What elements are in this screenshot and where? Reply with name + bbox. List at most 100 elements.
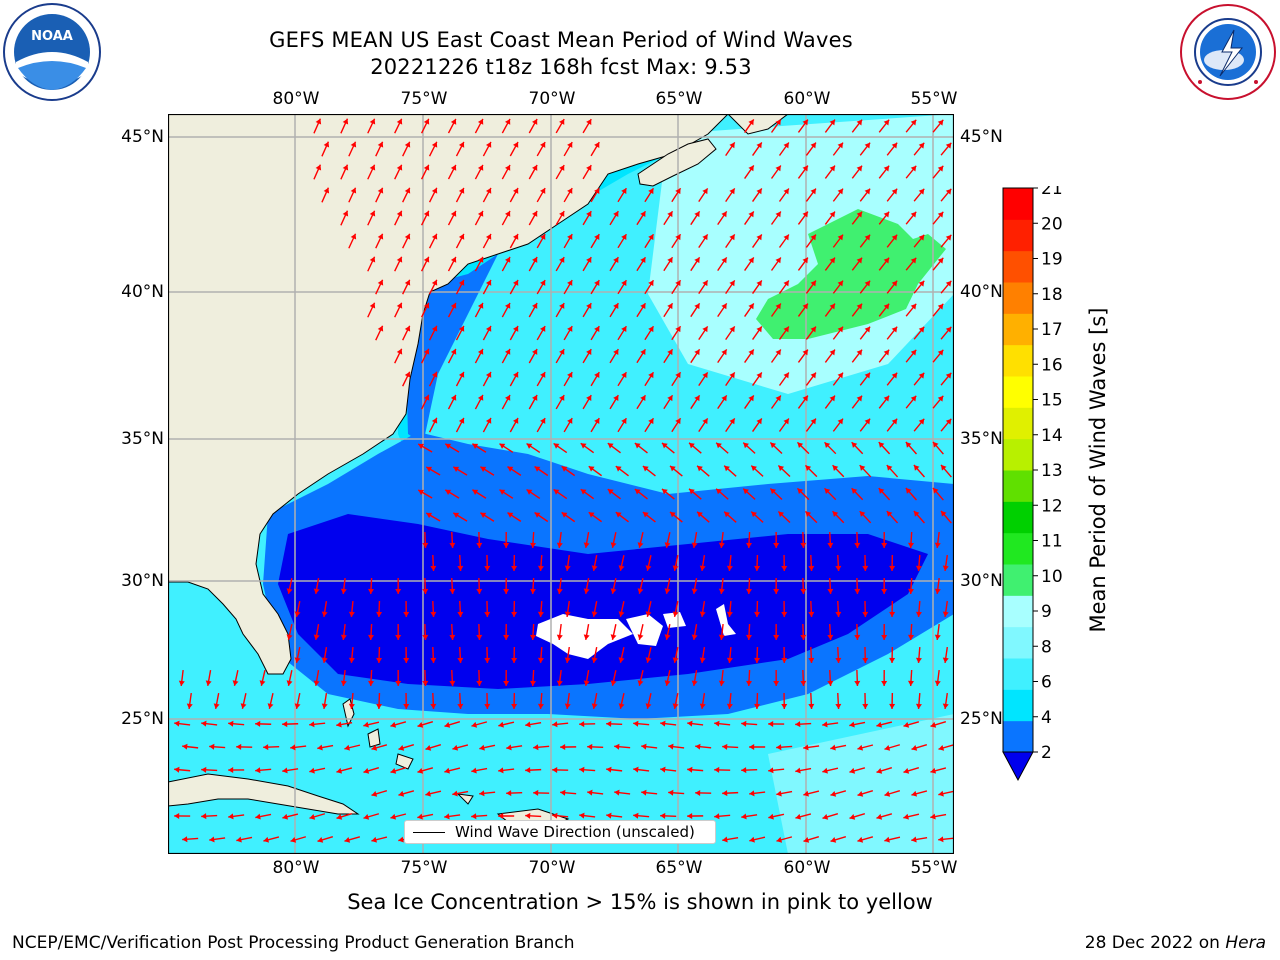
- wave-direction-arrowhead: [837, 326, 843, 333]
- wave-direction-arrowhead: [236, 743, 242, 750]
- wave-direction-arrowhead: [450, 348, 457, 355]
- noaa-logo-text: NOAA: [31, 29, 73, 44]
- wave-direction-arrowhead: [805, 511, 812, 518]
- wave-direction-arrowhead: [532, 165, 538, 171]
- wave-direction-arrowhead: [775, 303, 781, 310]
- wave-direction-arrowhead: [881, 634, 888, 640]
- wave-direction-arrowhead: [911, 745, 918, 751]
- wave-direction-arrowhead: [618, 565, 625, 571]
- colorbar-tick-label: 21: [1041, 186, 1063, 199]
- wave-direction-arrowhead: [498, 767, 504, 774]
- wave-direction-arrowhead: [395, 680, 402, 686]
- wave-direction-arrowhead: [910, 257, 917, 264]
- wave-direction-arrowhead: [423, 256, 430, 263]
- wave-direction-arrowhead: [613, 303, 619, 309]
- wave-direction-arrowhead: [694, 257, 700, 264]
- wave-direction-arrowhead: [525, 721, 531, 728]
- colorbar-tick-label: 19: [1041, 250, 1063, 270]
- wave-direction-arrowhead: [282, 721, 288, 728]
- wave-direction-arrowhead: [776, 744, 782, 751]
- wave-direction-arrowhead: [480, 466, 487, 472]
- wave-direction-arrowhead: [309, 721, 315, 728]
- wave-direction-arrowhead: [937, 119, 944, 126]
- wave-direction-arrowhead: [905, 488, 912, 494]
- wave-direction-arrowhead: [564, 565, 571, 571]
- wave-direction-arrowhead: [835, 565, 842, 571]
- wave-direction-arrowhead: [910, 119, 917, 126]
- wave-direction-arrowhead: [795, 767, 801, 774]
- wave-direction-arrowhead: [716, 442, 722, 449]
- wave-direction-arrowhead: [449, 542, 456, 548]
- wave-direction-arrowhead: [559, 257, 565, 263]
- wave-direction-arrowhead: [648, 188, 654, 195]
- wave-direction-arrowhead: [714, 720, 720, 727]
- wave-direction-arrowhead: [721, 303, 727, 310]
- wave-direction-arrowhead: [640, 257, 646, 264]
- wave-direction-arrowhead: [607, 489, 614, 495]
- wave-direction-arrowhead: [756, 418, 762, 425]
- wave-direction-arrowhead: [749, 790, 755, 797]
- wave-direction-arrowhead: [915, 611, 922, 617]
- wave-direction-arrowhead: [783, 234, 789, 241]
- wave-direction-arrowhead: [552, 766, 558, 773]
- wave-direction-arrowhead: [533, 789, 539, 796]
- wave-direction-arrowhead: [561, 466, 568, 472]
- wave-direction-arrowhead: [369, 210, 376, 217]
- wave-direction-arrowhead: [699, 657, 706, 663]
- wave-direction-arrowhead: [918, 188, 925, 195]
- wave-direction-arrowhead: [830, 790, 837, 797]
- wave-direction-arrowhead: [610, 634, 617, 640]
- wave-direction-arrowhead: [174, 812, 180, 819]
- lon-label-top-80w: 80°W: [272, 89, 320, 109]
- footer-date: 28 Dec 2022 on Hera: [1085, 933, 1266, 953]
- wave-direction-arrowhead: [775, 349, 781, 356]
- lon-label-top-75w: 75°W: [400, 89, 448, 109]
- no-data-patch-2: [626, 614, 663, 646]
- wave-direction-arrowhead: [645, 565, 652, 571]
- wave-direction-arrowhead: [881, 588, 888, 594]
- wave-direction-arrowhead: [903, 721, 910, 728]
- wave-direction-arrowhead: [606, 812, 612, 819]
- wave-direction-arrowhead: [344, 744, 350, 751]
- land-bahamas-2: [367, 728, 381, 748]
- wave-direction-arrowhead: [661, 488, 668, 495]
- wave-direction-arrowhead: [918, 372, 925, 379]
- wave-direction-arrowhead: [282, 767, 288, 774]
- lon-label-bottom-75w: 75°W: [400, 858, 448, 878]
- wave-direction-arrowhead: [802, 211, 808, 218]
- wave-direction-arrowhead: [479, 744, 485, 751]
- wave-direction-arrowhead: [418, 489, 425, 496]
- lon-label-bottom-80w: 80°W: [272, 858, 320, 878]
- colorbar-segment: [1003, 720, 1033, 753]
- plot-title: GEFS MEAN US East Coast Mean Period of W…: [269, 28, 853, 52]
- wave-direction-arrowhead: [321, 703, 328, 709]
- wave-direction-arrowhead: [579, 812, 585, 819]
- wave-direction-arrowhead: [350, 141, 357, 148]
- wave-direction-arrowhead: [209, 836, 215, 843]
- wave-direction-arrowhead: [830, 836, 837, 843]
- wave-direction-arrowhead: [856, 165, 863, 172]
- wave-direction-arrowhead: [864, 280, 871, 287]
- wave-direction-arrowhead: [756, 280, 762, 287]
- wave-direction-arrowhead: [453, 512, 460, 519]
- wave-direction-arrowhead: [808, 565, 815, 571]
- wave-direction-arrowhead: [240, 703, 247, 709]
- wave-direction-arrowhead: [930, 813, 936, 820]
- wave-direction-arrowhead: [837, 280, 843, 287]
- wave-direction-arrowhead: [621, 234, 627, 241]
- colorbar-segment: [1003, 470, 1033, 502]
- wave-direction-arrowhead: [586, 303, 592, 309]
- wave-direction-arrowhead: [934, 680, 941, 686]
- colorbar: 2 4 6 8 9 10 11 12 13 14 15 16 17 18 19 20 21: [990, 179, 1080, 786]
- wave-direction-arrowhead: [579, 766, 585, 773]
- wave-direction-arrowhead: [294, 611, 301, 617]
- wave-direction-arrowhead: [430, 657, 437, 663]
- wave-direction-arrowhead: [714, 766, 720, 773]
- wave-direction-arrowhead: [932, 487, 939, 494]
- wave-direction-arrowhead: [773, 588, 780, 594]
- wave-direction-arrowhead: [754, 565, 761, 571]
- footer-date-text: 28 Dec 2022 on: [1084, 933, 1220, 953]
- wave-direction-arrowhead: [294, 657, 301, 663]
- wave-direction-arrowhead: [430, 611, 437, 617]
- wave-direction-arrowhead: [396, 348, 403, 355]
